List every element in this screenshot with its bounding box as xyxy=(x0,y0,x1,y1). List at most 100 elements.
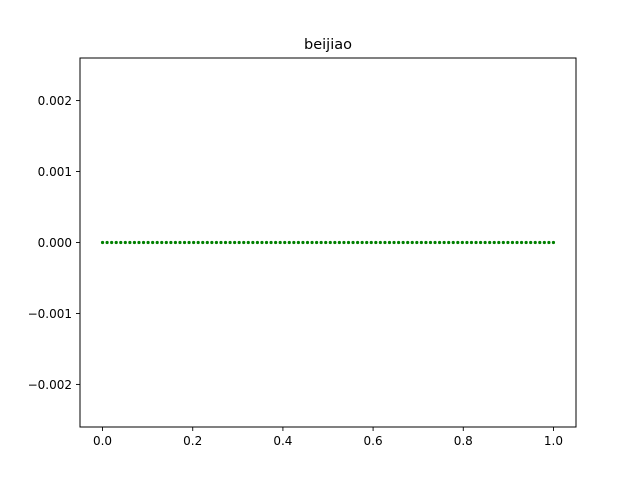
data-point xyxy=(465,241,468,244)
data-point xyxy=(146,241,149,244)
data-point xyxy=(356,241,359,244)
data-point xyxy=(406,241,409,244)
data-point xyxy=(247,241,250,244)
y-tick-label: 0.000 xyxy=(38,236,72,250)
data-point xyxy=(547,241,550,244)
data-point xyxy=(433,241,436,244)
data-point xyxy=(315,241,318,244)
data-point xyxy=(306,241,309,244)
data-point xyxy=(411,241,414,244)
data-point xyxy=(347,241,350,244)
data-point xyxy=(470,241,473,244)
data-point xyxy=(183,241,186,244)
data-point xyxy=(106,241,109,244)
data-point xyxy=(151,241,154,244)
data-point xyxy=(329,241,332,244)
data-point xyxy=(525,241,528,244)
data-point xyxy=(383,241,386,244)
data-point xyxy=(256,241,259,244)
data-point xyxy=(115,241,118,244)
x-tick-label: 0.6 xyxy=(364,434,383,448)
data-point xyxy=(124,241,127,244)
data-point xyxy=(447,241,450,244)
data-point xyxy=(128,241,131,244)
data-point xyxy=(497,241,500,244)
data-point xyxy=(297,241,300,244)
data-point xyxy=(324,241,327,244)
data-point xyxy=(215,241,218,244)
data-point xyxy=(119,241,122,244)
data-point xyxy=(506,241,509,244)
data-point xyxy=(333,241,336,244)
data-point xyxy=(534,241,537,244)
data-point xyxy=(310,241,313,244)
data-point xyxy=(133,241,136,244)
data-point xyxy=(351,241,354,244)
y-tick-label: −0.001 xyxy=(28,307,72,321)
data-point xyxy=(502,241,505,244)
data-point xyxy=(338,241,341,244)
data-point xyxy=(160,241,163,244)
data-point xyxy=(228,241,231,244)
x-tick-label: 0.0 xyxy=(93,434,112,448)
data-point xyxy=(361,241,364,244)
data-point xyxy=(397,241,400,244)
data-point xyxy=(251,241,254,244)
data-point xyxy=(429,241,432,244)
data-point xyxy=(461,241,464,244)
data-point xyxy=(292,241,295,244)
y-tick-label: 0.001 xyxy=(38,165,72,179)
data-point xyxy=(379,241,382,244)
data-point xyxy=(197,241,200,244)
data-point xyxy=(452,241,455,244)
data-point xyxy=(392,241,395,244)
data-point xyxy=(201,241,204,244)
data-point xyxy=(443,241,446,244)
data-point xyxy=(260,241,263,244)
data-point xyxy=(279,241,282,244)
data-point xyxy=(187,241,190,244)
data-point xyxy=(301,241,304,244)
data-point xyxy=(511,241,514,244)
data-point xyxy=(365,241,368,244)
data-point xyxy=(233,241,236,244)
data-point xyxy=(474,241,477,244)
y-tick-label: −0.002 xyxy=(28,378,72,392)
data-point xyxy=(137,241,140,244)
y-tick-label: 0.002 xyxy=(38,94,72,108)
data-point xyxy=(283,241,286,244)
data-point xyxy=(456,241,459,244)
data-point xyxy=(269,241,272,244)
data-point xyxy=(178,241,181,244)
data-point xyxy=(424,241,427,244)
data-point xyxy=(402,241,405,244)
data-point xyxy=(415,241,418,244)
data-point xyxy=(110,241,113,244)
data-point xyxy=(101,241,104,244)
data-point xyxy=(488,241,491,244)
x-tick-label: 0.4 xyxy=(273,434,292,448)
data-point xyxy=(156,241,159,244)
data-point xyxy=(192,241,195,244)
x-tick-label: 0.2 xyxy=(183,434,202,448)
data-point xyxy=(484,241,487,244)
data-point xyxy=(479,241,482,244)
data-point xyxy=(515,241,518,244)
data-point xyxy=(219,241,222,244)
data-point xyxy=(420,241,423,244)
data-point xyxy=(374,241,377,244)
data-point xyxy=(265,241,268,244)
data-point xyxy=(538,241,541,244)
chart-title: beijiao xyxy=(304,37,352,53)
data-point xyxy=(342,241,345,244)
x-tick-label: 0.8 xyxy=(454,434,473,448)
data-point xyxy=(210,241,213,244)
data-point xyxy=(320,241,323,244)
data-point xyxy=(529,241,532,244)
data-point xyxy=(206,241,209,244)
data-point xyxy=(274,241,277,244)
data-point xyxy=(520,241,523,244)
